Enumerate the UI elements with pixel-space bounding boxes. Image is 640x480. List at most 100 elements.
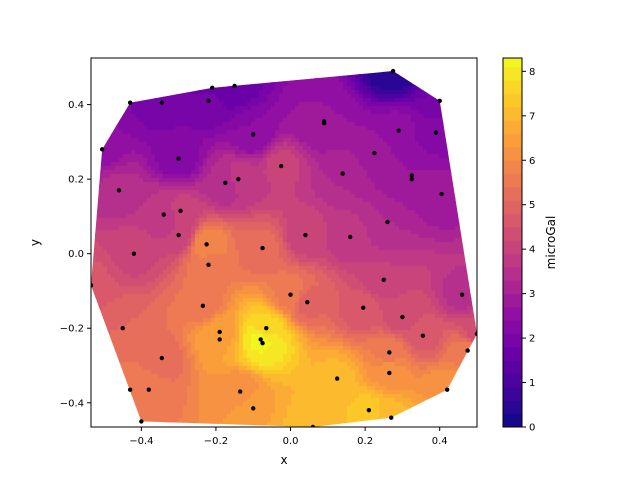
- contour-cell: [239, 71, 244, 75]
- contour-cell: [395, 62, 400, 67]
- contour-cell: [239, 74, 244, 79]
- contour-cell: [439, 162, 444, 167]
- contour-cell: [255, 102, 260, 107]
- contour-cell: [207, 174, 212, 179]
- contour-cell: [315, 198, 320, 203]
- contour-cell: [431, 154, 436, 159]
- contour-cell: [239, 58, 244, 63]
- contour-cell: [107, 214, 112, 219]
- contour-cell: [279, 122, 284, 127]
- contour-cell: [371, 234, 376, 239]
- contour-cell: [403, 182, 408, 187]
- contour-cell: [447, 86, 452, 91]
- contour-cell: [395, 206, 400, 211]
- plot-area: [90, 57, 478, 428]
- contour-cell: [359, 74, 364, 79]
- contour-cell: [255, 90, 260, 95]
- contour-cell: [203, 214, 208, 219]
- contour-cell: [283, 162, 288, 167]
- contour-cell: [375, 71, 380, 75]
- contour-cell: [287, 178, 292, 183]
- contour-cell: [255, 82, 260, 87]
- contour-cell: [279, 142, 284, 147]
- contour-cell: [123, 254, 128, 259]
- contour-cell: [303, 250, 308, 255]
- contour-cell: [383, 174, 388, 179]
- contour-cell: [263, 66, 268, 71]
- contour-cell: [239, 178, 244, 183]
- contour-cell: [335, 110, 340, 115]
- contour-cell: [183, 86, 188, 91]
- contour-cell: [347, 198, 352, 203]
- contour-cell: [295, 202, 300, 207]
- contour-cell: [439, 114, 444, 119]
- contour-cell: [383, 182, 388, 187]
- contour-cell: [391, 138, 396, 143]
- contour-cell: [443, 182, 448, 187]
- contour-cell: [331, 246, 336, 251]
- contour-cell: [335, 154, 340, 159]
- contour-cell: [291, 186, 296, 191]
- contour-cell: [159, 214, 164, 219]
- contour-cell: [239, 222, 244, 227]
- contour-cell: [131, 262, 136, 267]
- contour-cell: [431, 142, 436, 147]
- contour-cell: [251, 206, 256, 211]
- contour-cell: [291, 82, 296, 87]
- contour-cell: [423, 94, 428, 99]
- contour-cell: [423, 178, 428, 183]
- contour-cell: [215, 258, 220, 263]
- contour-cell: [391, 158, 396, 163]
- contour-cell: [267, 214, 272, 219]
- contour-cell: [315, 90, 320, 95]
- contour-cell: [299, 182, 304, 187]
- contour-cell: [163, 194, 168, 199]
- contour-cell: [247, 94, 252, 99]
- contour-cell: [231, 110, 236, 115]
- contour-cell: [291, 98, 296, 103]
- contour-cell: [399, 198, 404, 203]
- contour-cell: [111, 214, 116, 219]
- contour-cell: [275, 262, 280, 267]
- contour-cell: [351, 166, 356, 171]
- contour-cell: [299, 198, 304, 203]
- contour-cell: [275, 234, 280, 239]
- contour-cell: [299, 242, 304, 247]
- contour-cell: [399, 182, 404, 187]
- contour-cell: [307, 74, 312, 79]
- contour-cell: [343, 130, 348, 135]
- contour-cell: [95, 190, 100, 195]
- contour-cell: [299, 74, 304, 79]
- contour-cell: [455, 222, 460, 227]
- contour-cell: [283, 202, 288, 207]
- contour-cell: [131, 102, 136, 107]
- contour-cell: [315, 166, 320, 171]
- contour-cell: [339, 66, 344, 71]
- contour-cell: [143, 94, 148, 99]
- contour-cell: [399, 146, 404, 151]
- contour-cell: [287, 150, 292, 155]
- contour-cell: [195, 174, 200, 179]
- contour-cell: [407, 110, 412, 115]
- contour-cell: [359, 246, 364, 251]
- contour-cell: [215, 198, 220, 203]
- contour-cell: [447, 71, 452, 75]
- contour-cell: [351, 74, 356, 79]
- contour-cell: [215, 190, 220, 195]
- contour-cell: [411, 230, 416, 235]
- contour-cell: [379, 134, 384, 139]
- contour-cell: [447, 166, 452, 171]
- contour-cell: [459, 138, 464, 143]
- contour-cell: [255, 86, 260, 91]
- contour-cell: [107, 122, 112, 127]
- contour-cell: [387, 102, 392, 107]
- contour-cell: [171, 230, 176, 235]
- contour-cell: [119, 150, 124, 155]
- contour-cell: [403, 250, 408, 255]
- contour-cell: [447, 226, 452, 231]
- contour-cell: [447, 218, 452, 223]
- contour-cell: [327, 110, 332, 115]
- contour-cell: [463, 234, 468, 239]
- contour-cell: [327, 214, 332, 219]
- contour-cell: [371, 254, 376, 259]
